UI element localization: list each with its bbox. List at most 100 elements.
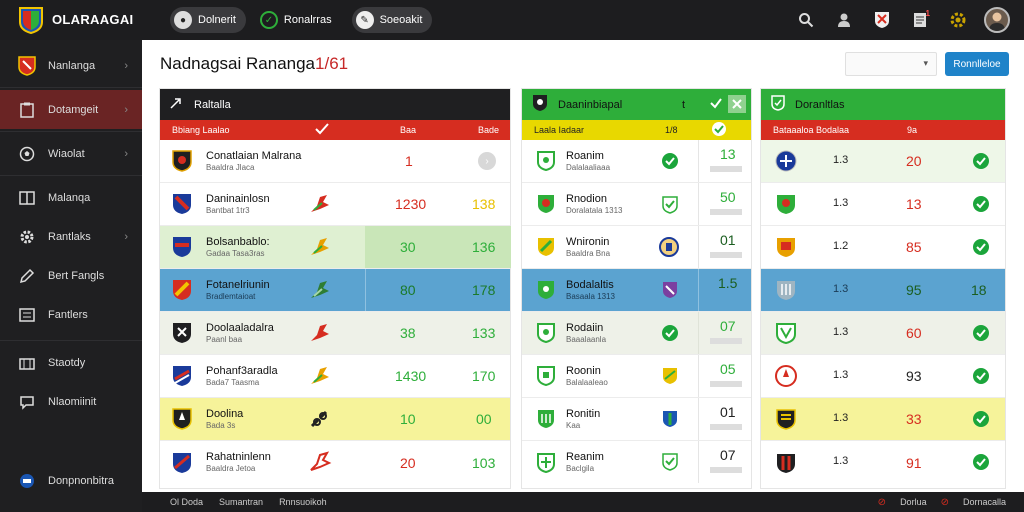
soccer-ball-icon [18,145,36,163]
table-row[interactable]: Reanim Baclgila 07 [522,441,751,484]
table-row[interactable]: Bolsanbablo: Gadaa Tasa3ras 30 136 [160,226,511,269]
check-icon [712,122,726,136]
boot-icon [308,193,332,220]
boot-icon [308,365,332,392]
table-row[interactable]: Rahatninlenn Baaldra Jetoa 20 103 [160,441,510,484]
chevron-right-icon[interactable]: › [478,152,496,170]
table-row[interactable]: Rnodion Doralatala 1313 50 [522,183,751,226]
table-row[interactable]: Doolaaladalra Paanl baa 38 133 [160,312,510,355]
row-value: 1.3 [833,326,849,338]
row-name: Doolaaladalra [206,321,274,334]
row-name: Pohanf3aradla [206,364,278,377]
sidebar-item-wiaolat[interactable]: Wiaolat › [0,134,142,173]
table-row[interactable]: 1.3 33 [761,398,1005,441]
top-tab-label: Soeoakit [379,14,423,26]
search-icon[interactable] [794,8,818,32]
sidebar-item-rantlaks[interactable]: Rantlaks › [0,217,142,256]
table-row[interactable]: Doolina Bada 3s 10 00 [160,398,510,441]
table-row[interactable]: Conatlaian Malrana Baaldra Jlaca 1 › [160,140,510,183]
row-name: Fotanelriunin [206,278,270,291]
table-row[interactable]: 1.3 60 [761,312,1005,355]
team-badge-icon [536,452,556,474]
row-value: 1430 [395,368,427,384]
stadium-icon [18,354,36,372]
footer-link[interactable]: Ol Doda [170,497,204,507]
table-row[interactable]: Pohanf3aradla Bada7 Taasma 1430 170 [160,355,510,398]
footer-link[interactable]: Sumantran [219,497,264,507]
top-tab-soeoakit[interactable]: ✎ Soeoakit [351,7,433,33]
team-badge-icon [536,408,556,430]
document-icon[interactable]: 1 [908,8,932,32]
filter-select[interactable]: ▾ [845,52,937,76]
check-circle-icon [973,196,989,212]
top-tab-dolnerit[interactable]: ● Dolnerit [170,7,246,33]
row-sub: Paanl baa [206,334,243,344]
settings-icon[interactable] [946,8,970,32]
sidebar-item-bert-fangls[interactable]: Bert Fangls [0,256,142,295]
brand[interactable]: OLARAAGAI [0,6,145,34]
table-row[interactable]: Daninainlosn Bantbat 1tr3 1230 138 [160,183,510,226]
row-value: 95 [906,282,922,298]
table-row[interactable]: Wnironin Baaldra Bna 01 [522,226,751,269]
club-badge-icon[interactable] [870,8,894,32]
footer-link[interactable]: Dornacalla [962,497,1006,507]
column-header: Bbiang Laalao [172,125,230,135]
row-sub: Baaldra Jetoa [206,464,256,474]
sidebar-item-nanlanga[interactable]: Nanlanga › [0,46,142,85]
team-badge-icon [172,408,192,430]
close-icon[interactable] [728,95,746,113]
tools-icon: ✎ [355,11,374,29]
column-header: Bade [478,125,500,135]
row-value: 1.3 [833,369,849,381]
table-row[interactable]: 1.3 95 18 [761,269,1005,312]
row-sub: Kaa [566,420,581,430]
check-icon[interactable] [709,96,723,113]
avatar[interactable] [984,7,1010,33]
primary-action-button[interactable]: Ronnlleloe [945,52,1009,76]
team-badge-icon [536,365,556,387]
footer-link[interactable]: Rnnsuoikoh [279,497,327,507]
table-row[interactable]: 1.3 20 [761,140,1005,183]
table-row[interactable]: Fotanelriunin Bradlemtaioat 80 178 [160,269,510,312]
sidebar-item-donpnonbitra[interactable]: Donpnonbitra [0,461,142,500]
sidebar-item-fantlers[interactable]: Fantlers [0,295,142,334]
sidebar-item-malanqa[interactable]: Malanqa [0,178,142,217]
column-header: 9a [907,125,918,135]
brand-logo-icon [19,7,43,34]
row-value: 1230 [395,196,427,212]
row-sub: Balalaaleao [566,377,608,387]
check-icon [315,123,329,137]
row-sub: Baaalaanla [566,334,607,344]
table-row[interactable]: 1.3 13 [761,183,1005,226]
table-row[interactable]: 1.3 93 [761,355,1005,398]
arrow-icon [170,97,184,112]
panel-subheader: Bataaaloa Bodalaa 9a [761,120,1005,140]
row-value: 136 [472,239,496,255]
table-row[interactable]: Bodalaltis Basaala 1313 1.5 [522,269,751,312]
panel-header: Raltalla [160,89,510,120]
row-value: 1.3 [833,197,849,209]
table-row[interactable]: Ronitin Kaa 01 [522,398,751,441]
top-tab-label: Ronalrras [283,14,332,26]
user-icon[interactable] [832,8,856,32]
team-badge-icon [775,408,797,430]
table-row[interactable]: 1.2 85 [761,226,1005,269]
row-sub: Baaldra Bna [566,248,611,258]
top-tab-ronalrras[interactable]: ✓ Ronalrras [256,7,342,33]
alert-icon: ⊘ [940,496,949,508]
table-row[interactable]: Roanim Dalalaaliaaa 13 [522,140,751,183]
table-row[interactable]: 1.3 91 [761,441,1005,484]
column-header: Bataaaloa Bodalaa [773,125,850,135]
row-value: 93 [906,368,922,384]
team-badge-icon [172,452,192,474]
panel-subheader: Laala Iadaar 1/8 [522,120,751,140]
sidebar-item-dotamgeit[interactable]: Dotamgeit › [0,90,142,129]
sidebar-item-nlaomiinit[interactable]: Nlaomiinit [0,382,142,421]
footer-link[interactable]: Dorlua [900,497,927,507]
link-icon [308,408,332,435]
table-row[interactable]: Rodaiin Baaalaanla 07 [522,312,751,355]
shield-check-icon [662,196,678,219]
sidebar-item-staotdy[interactable]: Staotdy [0,343,142,382]
table-row[interactable]: Roonin Balalaaleao 05 [522,355,751,398]
row-sub: Basaala 1313 [566,291,615,301]
